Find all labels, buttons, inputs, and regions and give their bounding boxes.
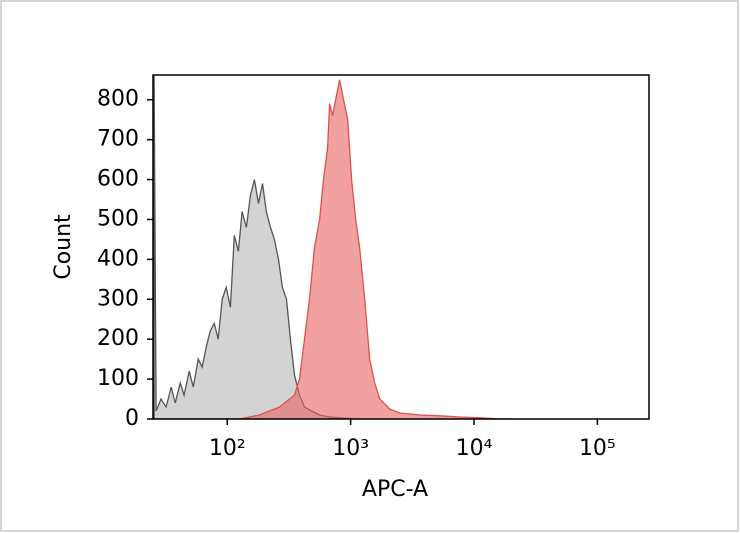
y-tick-label: 400 xyxy=(97,246,139,271)
y-tick-label: 500 xyxy=(97,206,139,231)
y-tick-label: 300 xyxy=(97,286,139,311)
x-tick-label: 10⁴ xyxy=(456,436,493,461)
x-tick-label: 10² xyxy=(209,436,246,461)
x-tick-label: 10³ xyxy=(332,436,369,461)
y-tick-label: 800 xyxy=(97,87,139,112)
y-axis-label: Count xyxy=(51,214,76,280)
y-tick-label: 700 xyxy=(97,127,139,152)
y-tick-label: 200 xyxy=(97,326,139,351)
x-tick-label: 10⁵ xyxy=(579,436,616,461)
histogram-area xyxy=(239,79,511,419)
y-tick-label: 0 xyxy=(125,406,139,431)
plot-border xyxy=(152,74,650,420)
y-tick-label: 100 xyxy=(97,366,139,391)
plot-area xyxy=(153,75,511,419)
y-tick-label: 600 xyxy=(97,167,139,192)
x-axis-label: APC-A xyxy=(362,477,428,502)
